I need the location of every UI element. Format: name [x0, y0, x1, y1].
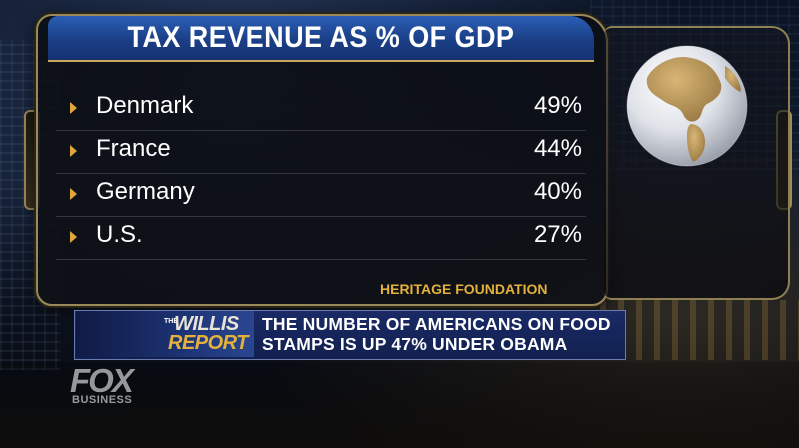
show-logo-the: THE [164, 318, 178, 325]
data-row: France 44% [56, 131, 586, 174]
show-logo-name: WILLIS [174, 313, 239, 335]
data-row: Germany 40% [56, 174, 586, 217]
show-logo-report: REPORT [168, 332, 248, 354]
bullet-arrow-icon [70, 231, 77, 243]
data-row: U.S. 27% [56, 217, 586, 260]
country-label: France [96, 135, 171, 162]
percent-value: 49% [533, 92, 582, 119]
country-label: U.S. [96, 221, 143, 248]
bottom-background-strip [0, 362, 799, 448]
show-logo: THE WILLIS REPORT [76, 311, 254, 357]
network-logo: FOX BUSINESS [70, 362, 170, 410]
bullet-arrow-icon [70, 145, 77, 157]
graphic-title-bar: TAX REVENUE AS % OF GDP [48, 16, 594, 62]
graphic-title: TAX REVENUE AS % OF GDP [127, 21, 515, 54]
data-row: Denmark 49% [56, 88, 586, 131]
bullet-arrow-icon [70, 102, 77, 114]
headline-text: THE NUMBER OF AMERICANS ON FOOD STAMPS I… [262, 314, 611, 354]
data-panel [36, 14, 608, 306]
percent-value: 27% [533, 221, 582, 248]
network-logo-main: FOX [70, 362, 134, 399]
data-rows: Denmark 49% France 44% Germany 40% U.S. … [56, 88, 586, 260]
globe-icon [626, 45, 748, 167]
country-label: Denmark [96, 92, 194, 119]
source-credit: HERITAGE FOUNDATION [380, 281, 548, 297]
background-city-lights [600, 300, 799, 360]
country-label: Germany [96, 178, 195, 205]
network-logo-sub: BUSINESS [72, 394, 133, 406]
percent-value: 40% [533, 178, 582, 205]
bullet-arrow-icon [70, 188, 77, 200]
percent-value: 44% [533, 135, 582, 162]
